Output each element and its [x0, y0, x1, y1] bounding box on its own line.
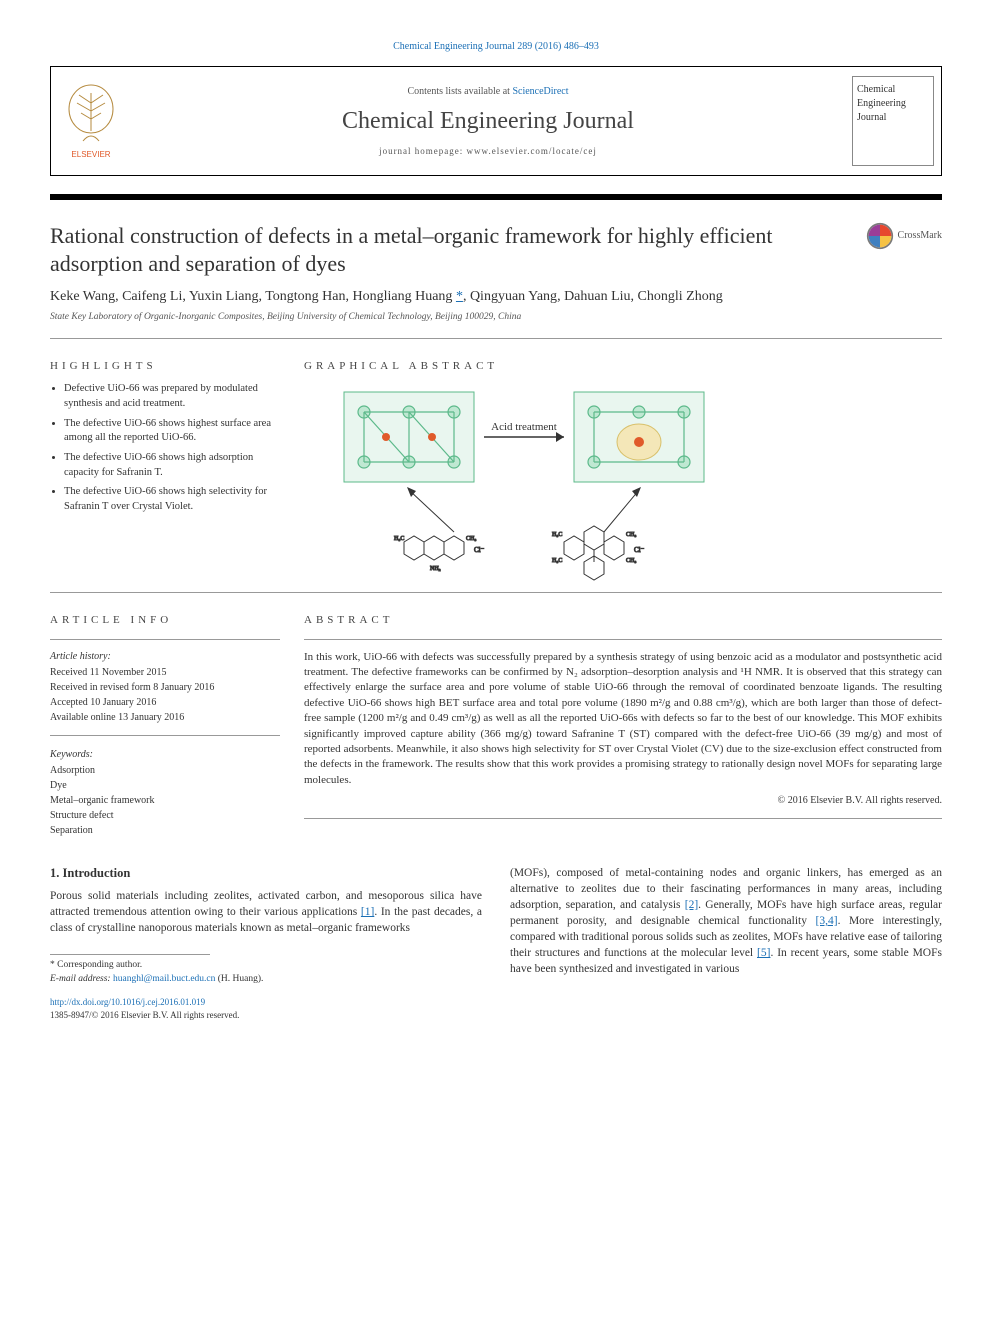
- crossmark-badge[interactable]: CrossMark: [866, 222, 942, 250]
- elsevier-label: ELSEVIER: [71, 150, 110, 159]
- homepage-line: journal homepage: www.elsevier.com/locat…: [379, 145, 597, 158]
- keyword: Dye: [50, 779, 280, 793]
- body-paragraph: (MOFs), composed of metal-containing nod…: [510, 865, 942, 978]
- author: Tongtong Han: [265, 289, 345, 304]
- contents-prefix: Contents lists available at: [407, 86, 512, 97]
- doi-link[interactable]: http://dx.doi.org/10.1016/j.cej.2016.01.…: [50, 997, 205, 1007]
- elsevier-tree-icon: ELSEVIER: [61, 81, 121, 161]
- email-suffix: (H. Huang).: [215, 974, 263, 984]
- footnote-rule: [50, 954, 210, 955]
- history-line: Received 11 November 2015: [50, 666, 280, 680]
- divider: [50, 592, 942, 593]
- divider: [304, 818, 942, 819]
- ga-arrow-label: Acid treatment: [491, 421, 557, 433]
- divider: [50, 639, 280, 640]
- history-line: Received in revised form 8 January 2016: [50, 681, 280, 695]
- journal-cover: Chemical Engineering Journal: [845, 67, 941, 175]
- divider: [50, 338, 942, 339]
- masthead-rule: [50, 194, 942, 200]
- body-paragraph: Porous solid materials including zeolite…: [50, 888, 482, 936]
- article-info-heading: ARTICLE INFO: [50, 613, 280, 628]
- author: Chongli Zhong: [638, 289, 723, 304]
- cover-line: Chemical: [857, 83, 895, 97]
- author: Qingyuan Yang: [470, 289, 557, 304]
- affiliation: State Key Laboratory of Organic-Inorgani…: [50, 311, 942, 324]
- email-link[interactable]: huanghl@mail.buct.edu.cn: [113, 974, 215, 984]
- body-columns: 1. Introduction Porous solid materials i…: [50, 865, 942, 1022]
- keyword: Structure defect: [50, 809, 280, 823]
- journal-name: Chemical Engineering Journal: [342, 105, 634, 139]
- svg-text:H₃C: H₃C: [552, 558, 562, 564]
- history-line: Available online 13 January 2016: [50, 711, 280, 725]
- elsevier-logo: ELSEVIER: [51, 67, 131, 175]
- crossmark-label: CrossMark: [898, 229, 942, 243]
- divider: [50, 735, 280, 736]
- divider: [304, 639, 942, 640]
- article-history: Article history: Received 11 November 20…: [50, 650, 280, 725]
- graphical-abstract-heading: GRAPHICAL ABSTRACT: [304, 359, 942, 374]
- masthead: ELSEVIER Contents lists available at Sci…: [50, 66, 942, 176]
- graphical-abstract-figure: Acid treatment: [304, 382, 764, 582]
- highlights-list: Defective UiO-66 was prepared by modulat…: [50, 382, 280, 515]
- author: Yuxin Liang: [189, 289, 259, 304]
- keywords-block: Keywords: Adsorption Dye Metal–organic f…: [50, 748, 280, 838]
- corresponding-footnote: * Corresponding author.: [50, 959, 482, 972]
- cover-line: Journal: [857, 111, 886, 125]
- highlights-heading: HIGHLIGHTS: [50, 359, 280, 374]
- article-title: Rational construction of defects in a me…: [50, 222, 854, 277]
- abstract-copyright: © 2016 Elsevier B.V. All rights reserved…: [304, 794, 942, 808]
- crossmark-icon: [866, 222, 894, 250]
- svg-text:Cl⁻: Cl⁻: [634, 546, 645, 554]
- ref-link[interactable]: [1]: [361, 906, 374, 918]
- svg-text:Cl⁻: Cl⁻: [474, 546, 485, 554]
- sciencedirect-link[interactable]: ScienceDirect: [512, 86, 568, 97]
- doi-block: http://dx.doi.org/10.1016/j.cej.2016.01.…: [50, 996, 482, 1021]
- svg-text:H₃C: H₃C: [552, 532, 562, 538]
- top-citation: Chemical Engineering Journal 289 (2016) …: [50, 40, 942, 54]
- history-line: Accepted 10 January 2016: [50, 696, 280, 710]
- keyword: Adsorption: [50, 764, 280, 778]
- highlight-item: The defective UiO-66 shows high adsorpti…: [64, 451, 280, 480]
- contents-line: Contents lists available at ScienceDirec…: [407, 85, 568, 99]
- ref-link[interactable]: [2]: [685, 899, 698, 911]
- ref-link[interactable]: [5]: [757, 947, 770, 959]
- keyword: Metal–organic framework: [50, 794, 280, 808]
- author: Dahuan Liu: [564, 289, 630, 304]
- highlight-item: The defective UiO-66 shows high selectiv…: [64, 485, 280, 514]
- highlight-item: The defective UiO-66 shows highest surfa…: [64, 417, 280, 446]
- issn-line: 1385-8947/© 2016 Elsevier B.V. All right…: [50, 1009, 482, 1022]
- email-footnote: E-mail address: huanghl@mail.buct.edu.cn…: [50, 973, 482, 986]
- keyword: Separation: [50, 824, 280, 838]
- cover-line: Engineering: [857, 97, 906, 111]
- abstract-text: In this work, UiO-66 with defects was su…: [304, 650, 942, 789]
- author: Hongliang Huang: [353, 289, 453, 304]
- section-heading: 1. Introduction: [50, 865, 482, 883]
- svg-text:CH₃: CH₃: [466, 536, 476, 542]
- svg-text:H₃C: H₃C: [394, 536, 404, 542]
- corresponding-marker[interactable]: *: [456, 289, 463, 304]
- email-label: E-mail address:: [50, 974, 113, 984]
- author: Keke Wang: [50, 289, 115, 304]
- highlight-item: Defective UiO-66 was prepared by modulat…: [64, 382, 280, 411]
- ref-link[interactable]: [3,4]: [816, 915, 838, 927]
- svg-text:CH₃: CH₃: [626, 532, 636, 538]
- author: Caifeng Li: [122, 289, 182, 304]
- svg-text:NH₂: NH₂: [430, 566, 441, 572]
- keywords-label: Keywords:: [50, 748, 280, 762]
- svg-text:CH₃: CH₃: [626, 558, 636, 564]
- history-label: Article history:: [50, 650, 280, 664]
- abstract-heading: ABSTRACT: [304, 613, 942, 628]
- authors-line: Keke Wang, Caifeng Li, Yuxin Liang, Tong…: [50, 287, 942, 307]
